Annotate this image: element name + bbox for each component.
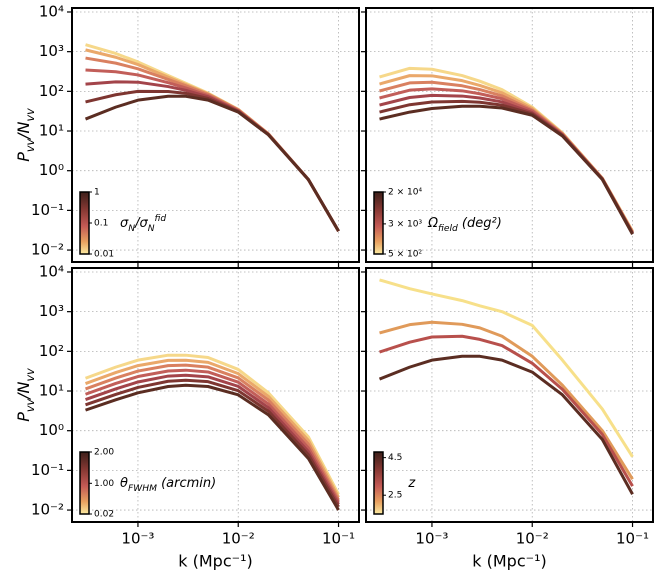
colorbar-tick-label: 2.00 (94, 448, 114, 458)
series-line (84, 358, 340, 498)
y-tick-label: 10⁻¹ (31, 461, 64, 479)
label-part: /N (14, 381, 33, 400)
y-tick-label: 10¹ (39, 382, 64, 400)
panel-frame (71, 7, 360, 263)
y-tick-label: 10⁻¹ (31, 201, 64, 219)
y-tick-label: 10⁰ (39, 161, 64, 179)
colorbar-tick-label: 4.5 (388, 453, 402, 463)
colorbar (373, 191, 384, 255)
colorbar-tick-label: 0.01 (94, 250, 114, 260)
series-line (379, 320, 634, 480)
colorbar-label: z (407, 476, 416, 491)
colorbar (79, 451, 90, 515)
series-line (379, 104, 634, 235)
colorbar-label: σN/σNfid (120, 214, 166, 234)
x-tick-label: 10⁻¹ (616, 530, 649, 548)
series-line (379, 278, 634, 458)
series-line (85, 383, 340, 511)
y-axis-label: Pvv/Nvv (14, 368, 37, 422)
label-part: N (128, 224, 135, 234)
x-axis-label: k (Mpc⁻¹) (178, 552, 252, 571)
series-line (85, 368, 340, 503)
y-tick-label: 10² (39, 342, 64, 360)
colorbar-tick-label: 2 × 10⁴ (388, 188, 422, 198)
label-part: FWHM (128, 484, 157, 494)
label-part: field (438, 224, 458, 234)
colorbar-tick-label: 0.02 (94, 510, 114, 520)
label-part: P (14, 412, 33, 422)
series-line (378, 354, 634, 495)
label-part: (deg²) (458, 216, 502, 231)
y-tick-label: 10³ (39, 302, 64, 320)
label-part: vv (24, 108, 37, 122)
colorbar-tick-label: 0.1 (94, 219, 108, 229)
series-line (84, 94, 340, 232)
colorbar-label: θFWHM (arcmin) (120, 476, 216, 494)
series-line (85, 363, 340, 501)
label-part: N (148, 224, 155, 234)
panel-frame (71, 267, 360, 523)
panel-frame (365, 7, 654, 263)
colorbar (79, 191, 90, 255)
colorbar-tick-label: 1.00 (94, 479, 114, 489)
x-tick-label: 10⁻² (222, 530, 255, 548)
label-part: σ (120, 216, 129, 231)
label-part: Ω (427, 216, 438, 231)
y-tick-label: 10⁴ (39, 2, 64, 20)
colorbar-tick-label: 5 × 10² (388, 250, 422, 260)
y-axis-label: Pvv/Nvv (14, 108, 37, 162)
series-line (85, 378, 340, 508)
colorbar (373, 451, 384, 515)
x-axis-label: k (Mpc⁻¹) (472, 552, 546, 571)
x-tick-label: 10⁻³ (415, 530, 448, 548)
label-part: /N (14, 121, 33, 140)
colorbar-label: Ωfield (deg²) (427, 216, 502, 234)
colorbar-tick-label: 1 (94, 188, 100, 198)
label-part: vv (24, 398, 37, 412)
label-part: /σ (134, 216, 148, 231)
y-tick-label: 10⁴ (39, 262, 64, 280)
panel-frame (365, 267, 654, 523)
y-tick-label: 10⁻² (31, 501, 64, 519)
series-line (85, 373, 340, 506)
series-line (85, 56, 340, 232)
x-tick-label: 10⁻¹ (322, 530, 355, 548)
colorbar-tick-label: 3 × 10³ (388, 219, 422, 229)
label-part: (arcmin) (157, 476, 216, 491)
series-line (84, 353, 340, 495)
colorbar-tick-label: 2.5 (388, 491, 402, 501)
x-tick-label: 10⁻² (516, 530, 549, 548)
series-line (379, 66, 634, 232)
label-part: fid (155, 214, 167, 224)
y-tick-label: 10⁻² (31, 241, 64, 259)
y-tick-label: 10² (39, 82, 64, 100)
label-part: vv (24, 138, 37, 152)
label-part: vv (24, 368, 37, 382)
series-line (379, 93, 634, 234)
label-part: P (14, 152, 33, 162)
label-part: z (407, 476, 416, 491)
label-part: θ (120, 476, 128, 491)
series-line (85, 48, 340, 232)
y-tick-label: 10³ (39, 42, 64, 60)
x-tick-label: 10⁻³ (121, 530, 154, 548)
series-line (379, 334, 634, 487)
y-tick-label: 10¹ (39, 122, 64, 140)
y-tick-label: 10⁰ (39, 421, 64, 439)
